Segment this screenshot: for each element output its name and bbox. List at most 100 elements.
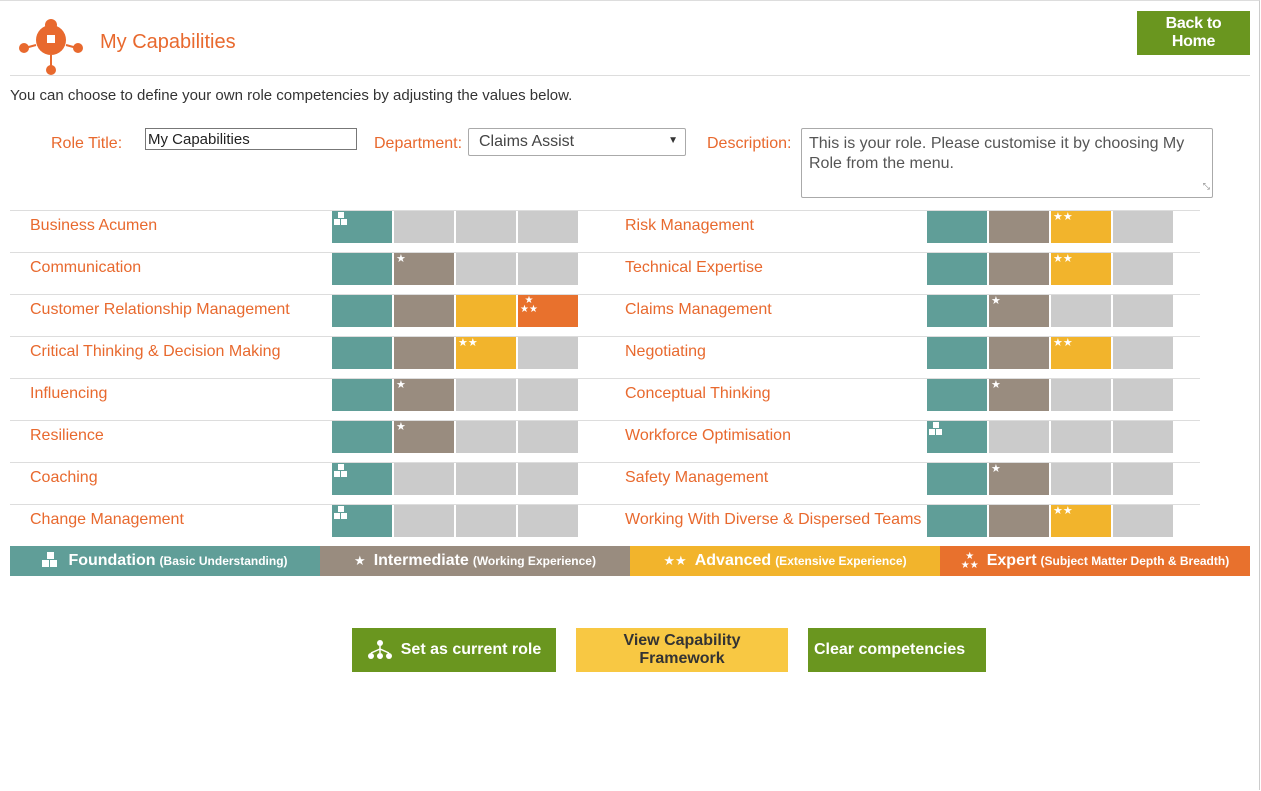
level-cell-3[interactable] [456,253,516,285]
level-cell-3[interactable] [456,421,516,453]
set-current-role-button[interactable]: Set as current role [352,628,556,672]
level-cell-2[interactable] [989,421,1049,453]
level-cell-4[interactable] [1113,253,1173,285]
level-cell-4[interactable] [518,253,578,285]
two-stars-icon: ★★ [1053,337,1073,349]
level-cell-4[interactable] [518,337,578,369]
star-icon: ★ [991,463,1001,475]
legend-title: Advanced [694,552,772,569]
level-cell-3[interactable] [1051,379,1111,411]
level-selector: ★ [332,379,580,411]
capability-name[interactable]: Communication [30,259,142,276]
level-cell-4[interactable] [1113,463,1173,495]
capability-name[interactable]: Critical Thinking & Decision Making [30,343,281,360]
capability-name[interactable]: Working With Diverse & Dispersed Teams [625,511,922,528]
level-cell-1[interactable] [332,505,392,537]
level-cell-4[interactable] [518,421,578,453]
level-cell-4[interactable] [518,505,578,537]
capability-row: Resilience ★ Workforce Optimisation [10,420,1200,462]
level-cell-2[interactable] [394,295,454,327]
department-select[interactable]: Claims Assist ▼ [468,128,686,156]
level-cell-3[interactable]: ★★ [456,337,516,369]
level-cell-2[interactable] [394,337,454,369]
level-cell-3[interactable]: ★★ [1051,337,1111,369]
level-cell-4[interactable] [1113,505,1173,537]
level-cell-4[interactable] [1113,337,1173,369]
chevron-down-icon: ▼ [668,135,678,146]
level-cell-2[interactable]: ★ [394,421,454,453]
description-textarea[interactable]: This is your role. Please customise it b… [801,128,1213,198]
level-cell-2[interactable] [989,505,1049,537]
level-cell-3[interactable] [456,379,516,411]
level-cell-3[interactable] [456,295,516,327]
level-cell-1[interactable] [927,211,987,243]
level-cell-2[interactable]: ★ [394,379,454,411]
level-cell-2[interactable] [394,211,454,243]
blocks-icon [334,506,350,523]
level-cell-3[interactable] [1051,463,1111,495]
level-cell-2[interactable] [394,505,454,537]
star-icon: ★ [991,379,1001,391]
capability-name[interactable]: Coaching [30,469,98,486]
level-cell-2[interactable] [989,337,1049,369]
level-cell-4[interactable] [1113,421,1173,453]
level-cell-1[interactable] [927,379,987,411]
capability-name[interactable]: Workforce Optimisation [625,427,791,444]
capability-name[interactable]: Influencing [30,385,108,402]
level-cell-3[interactable] [1051,295,1111,327]
level-cell-1[interactable] [927,337,987,369]
level-cell-1[interactable] [332,463,392,495]
level-cell-4[interactable]: ★ ★★ [518,295,578,327]
capability-name[interactable]: Resilience [30,427,104,444]
level-cell-3[interactable] [456,505,516,537]
level-cell-3[interactable]: ★★ [1051,211,1111,243]
level-cell-3[interactable]: ★★ [1051,505,1111,537]
level-cell-4[interactable] [1113,295,1173,327]
level-cell-4[interactable] [1113,211,1173,243]
view-capability-framework-button[interactable]: View Capability Framework [576,628,788,672]
level-selector: ★ [927,379,1175,411]
resize-grip-icon[interactable]: ⤡ [1202,181,1210,191]
level-cell-4[interactable] [1113,379,1173,411]
capability-name[interactable]: Conceptual Thinking [625,385,771,402]
level-cell-1[interactable] [332,295,392,327]
level-cell-3[interactable]: ★★ [1051,253,1111,285]
level-cell-1[interactable] [927,253,987,285]
capability-name[interactable]: Customer Relationship Management [30,301,290,318]
capability-name[interactable]: Business Acumen [30,217,158,234]
level-cell-1[interactable] [332,211,392,243]
capability-name[interactable]: Change Management [30,511,184,528]
level-cell-1[interactable] [332,337,392,369]
level-cell-1[interactable] [332,421,392,453]
capability-name[interactable]: Claims Management [625,301,772,318]
capability-name[interactable]: Safety Management [625,469,769,486]
legend-note: (Extensive Experience) [775,554,907,568]
level-cell-1[interactable] [927,421,987,453]
level-cell-1[interactable] [927,463,987,495]
star-icon: ★ [396,421,406,433]
capability-name[interactable]: Technical Expertise [625,259,763,276]
level-cell-2[interactable] [989,211,1049,243]
capability-name[interactable]: Risk Management [625,217,754,234]
level-cell-4[interactable] [518,211,578,243]
level-cell-2[interactable] [394,463,454,495]
level-cell-2[interactable]: ★ [394,253,454,285]
level-cell-4[interactable] [518,379,578,411]
capability-name[interactable]: Negotiating [625,343,706,360]
level-cell-1[interactable] [927,295,987,327]
level-cell-2[interactable] [989,253,1049,285]
level-cell-4[interactable] [518,463,578,495]
level-cell-2[interactable]: ★ [989,379,1049,411]
level-cell-2[interactable]: ★ [989,463,1049,495]
level-cell-3[interactable] [456,463,516,495]
level-cell-2[interactable]: ★ [989,295,1049,327]
level-cell-1[interactable] [332,253,392,285]
level-cell-3[interactable] [1051,421,1111,453]
clear-competencies-button[interactable]: Clear competencies [808,628,986,672]
level-cell-1[interactable] [332,379,392,411]
level-cell-3[interactable] [456,211,516,243]
level-cell-1[interactable] [927,505,987,537]
back-to-home-button[interactable]: Back to Home [1137,11,1250,55]
role-title-input[interactable] [145,128,357,150]
